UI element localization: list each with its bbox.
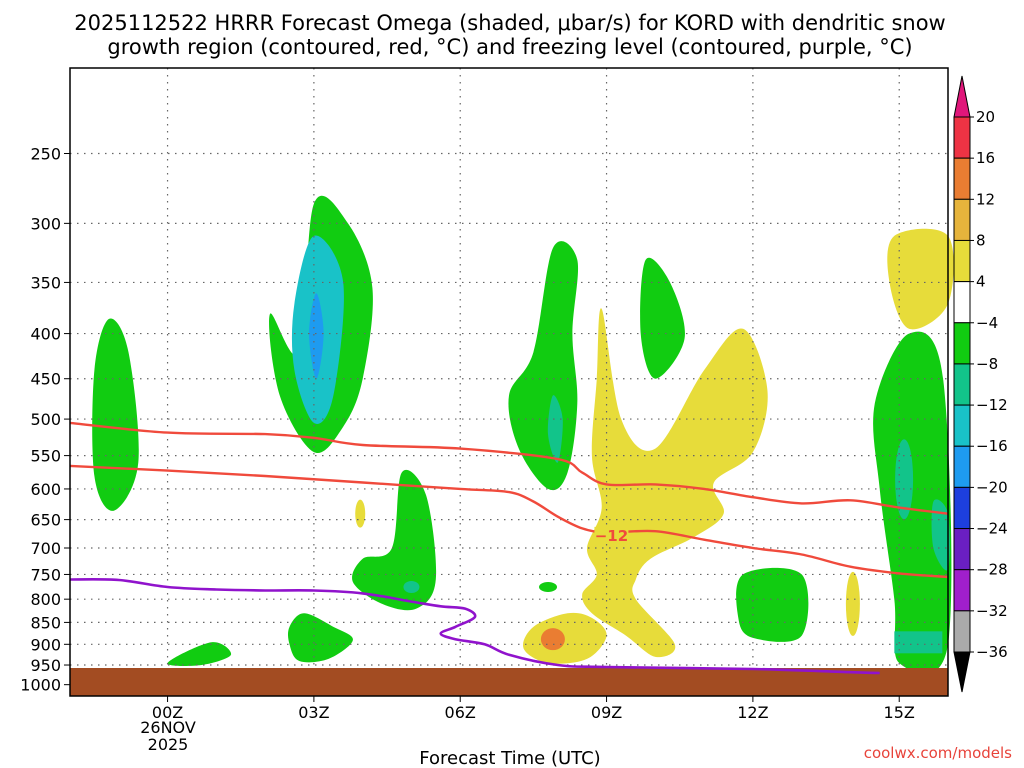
yellow-region-main (582, 308, 768, 658)
colorbar-tick-6: −8 (976, 355, 998, 373)
y-tick-1000: 1000 (20, 676, 61, 695)
colorbar-swatch-0 (953, 116, 971, 159)
chart-title-line2: growth region (contoured, red, °C) and f… (107, 35, 912, 59)
colorbar-swatch-8 (953, 445, 971, 488)
y-tick-550: 550 (30, 447, 61, 466)
cyan-region-i (931, 499, 950, 571)
colorbar-swatch-2 (953, 198, 971, 241)
colorbar-tick-1: 16 (976, 149, 995, 167)
colorbar-tick-10: −24 (976, 520, 1008, 538)
y-tick-600: 600 (30, 480, 61, 499)
teal-spot-c (403, 581, 420, 594)
y-tick-900: 900 (30, 635, 61, 654)
y-tick-350: 350 (30, 273, 61, 292)
y-tick-850: 850 (30, 613, 61, 632)
yellow-region-small (355, 499, 366, 528)
colorbar-tick-0: 20 (976, 108, 995, 126)
y-tick-250: 250 (30, 144, 61, 163)
plot-background (70, 68, 948, 696)
colorbar-tick-2: 12 (976, 190, 995, 208)
colorbar-tick-9: −20 (976, 478, 1008, 496)
omega-shading (92, 195, 954, 675)
green-region-i (873, 331, 952, 675)
dgz-lower (69, 464, 949, 579)
x-axis-title: Forecast Time (UTC) (419, 748, 600, 768)
x-tick-15Z: 15Z (884, 703, 915, 722)
x-tick-06Z: 06Z (445, 703, 476, 722)
contour-label-bg (594, 526, 629, 544)
y-tick-700: 700 (30, 539, 61, 558)
contours (69, 421, 949, 675)
colorbar-swatch-9 (953, 486, 971, 530)
contour-label-0: −12 (595, 527, 628, 545)
colorbar-tick-11: −28 (976, 561, 1008, 579)
colorbar-swatch-10 (953, 528, 971, 571)
green-region-f (287, 613, 353, 663)
credit-text: coolwx.com/models (864, 744, 1012, 762)
yellow-region-right (887, 228, 954, 330)
yellow-region-narrow (845, 571, 860, 636)
plot-area: −12 (69, 67, 954, 697)
x-tick-12Z: 12Z (737, 703, 768, 722)
x-tick-00Z: 00Z (152, 703, 183, 722)
colorbar-swatch-7 (953, 404, 971, 447)
colorbar-tick-5: −4 (976, 314, 998, 332)
colorbar-tick-12: −32 (976, 602, 1008, 620)
colorbar-tick-4: 4 (976, 273, 986, 291)
colorbar-bottom-arrow (953, 651, 971, 693)
y-tick-800: 800 (30, 590, 61, 609)
colorbar-swatch-12 (953, 610, 971, 653)
colorbar: 20 16 12 8 4 −4 −8 −12 −16 −20 −24 −28 −32 −36 (953, 75, 1008, 693)
colorbar-tick-8: −16 (976, 437, 1008, 455)
dgz-upper (69, 421, 949, 515)
date-label-year: 2025 (148, 735, 189, 754)
ground-surface (70, 668, 948, 696)
contour-labels: −12 (594, 526, 629, 545)
x-tick-09Z: 09Z (591, 703, 622, 722)
y-tick-950: 950 (30, 656, 61, 675)
y-tick-450: 450 (30, 370, 61, 389)
green-region-g (167, 642, 232, 666)
y-tick-650: 650 (30, 511, 61, 530)
y-tick-500: 500 (30, 410, 61, 429)
colorbar-top-arrow (953, 75, 971, 118)
x-tick-03Z: 03Z (298, 703, 329, 722)
y-axis: 250 300 350 400 450 500 550 600 650 700 750 800 850 9… (20, 144, 70, 695)
y-tick-750: 750 (30, 565, 61, 584)
green-region-a (92, 318, 139, 511)
teal-spot-i (895, 439, 914, 520)
colorbar-swatch-4 (953, 281, 971, 324)
blue-region-b (309, 293, 324, 379)
chart-title-line1: 2025112522 HRRR Forecast Omega (shaded, … (74, 11, 945, 35)
date-label-day: 26NOV (140, 718, 196, 737)
colorbar-swatch-11 (953, 569, 971, 612)
colorbar-swatch-1 (953, 157, 971, 200)
plot-frame (69, 67, 949, 697)
teal-band-i (894, 631, 943, 654)
green-region-h (736, 567, 809, 642)
colorbar-tick-3: 8 (976, 231, 986, 249)
colorbar-swatch-6 (953, 363, 971, 406)
green-region-c (352, 469, 437, 611)
green-spot-small (539, 582, 558, 593)
x-axis: 00Z 03Z 06Z 09Z 12Z 15Z (152, 696, 915, 722)
cyan-region-d (547, 395, 563, 463)
freezing-level (69, 578, 880, 675)
colorbar-tick-13: −36 (976, 643, 1008, 661)
green-region-e (640, 257, 685, 379)
y-tick-400: 400 (30, 325, 61, 344)
colorbar-tick-7: −12 (976, 396, 1008, 414)
colorbar-swatch-3 (953, 239, 971, 283)
orange-ascent-core (540, 628, 565, 651)
colorbar-swatch-5 (953, 322, 971, 365)
y-tick-300: 300 (30, 214, 61, 233)
